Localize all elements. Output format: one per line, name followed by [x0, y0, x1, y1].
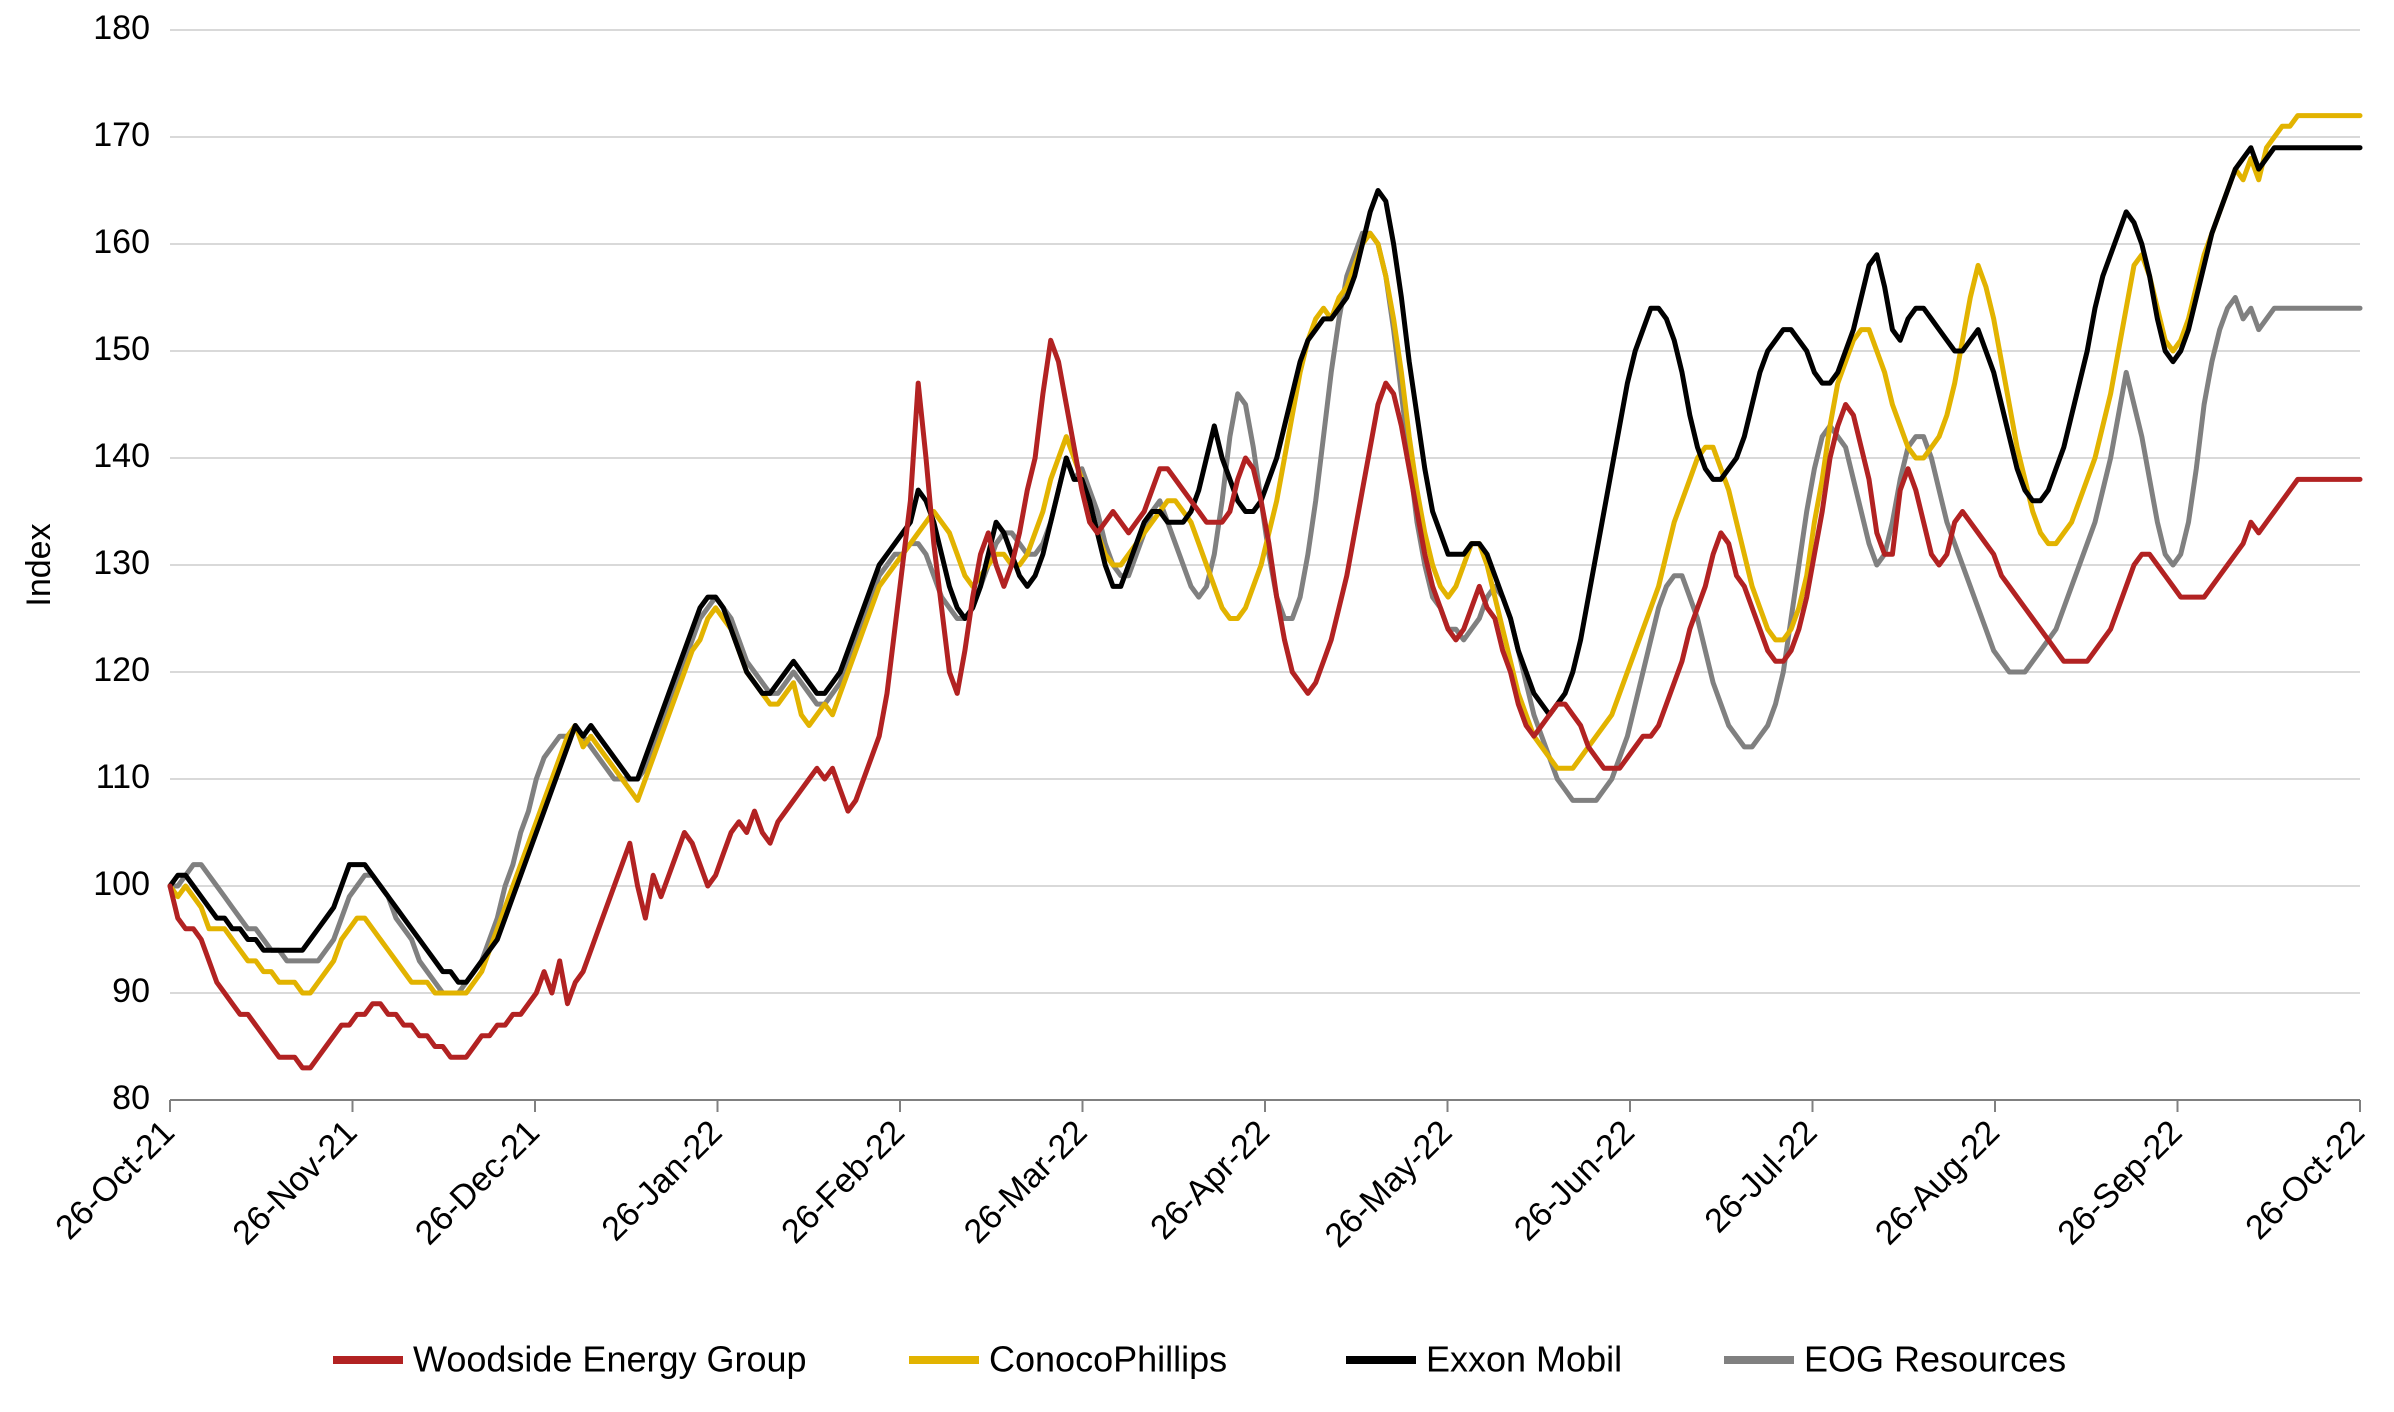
y-tick-label: 170	[93, 116, 150, 154]
legend-label: Woodside Energy Group	[413, 1339, 807, 1380]
legend-item-conoco: ConocoPhillips	[909, 1339, 1227, 1380]
x-tick-label: 26-Jul-22	[1697, 1113, 1824, 1240]
y-tick-label: 160	[93, 223, 150, 261]
x-tick-label: 26-Jan-22	[594, 1113, 729, 1248]
x-tick-label: 26-Nov-21	[225, 1113, 364, 1252]
y-tick-label: 130	[93, 544, 150, 582]
chart-svg: 80 90 100 110 120 130 140 150 160 170 180 26-Oct-2…	[0, 0, 2394, 1412]
axes-layer	[170, 1100, 2360, 1112]
y-axis-title: Index	[20, 523, 58, 606]
legend-item-eog: EOG Resources	[1724, 1339, 2066, 1380]
legend: Woodside Energy Group ConocoPhillips Exxon…	[333, 1339, 2066, 1380]
x-tick-label: 26-Mar-22	[957, 1113, 1095, 1251]
y-tick-label: 90	[112, 972, 150, 1010]
y-tick-label: 180	[93, 9, 150, 47]
legend-label: ConocoPhillips	[989, 1339, 1227, 1380]
x-tick-label: 26-Dec-21	[408, 1113, 547, 1252]
y-tick-labels: 80 90 100 110 120 130 140 150 160 170 180	[93, 9, 150, 1117]
x-tick-label: 26-Aug-22	[1868, 1113, 2007, 1252]
y-tick-label: 80	[112, 1079, 150, 1117]
x-tick-label: 26-Sep-22	[2050, 1113, 2189, 1252]
y-tick-label: 100	[93, 865, 150, 903]
x-tick-label: 26-Oct-21	[48, 1113, 182, 1247]
index-line-chart: 80 90 100 110 120 130 140 150 160 170 180 26-Oct-2…	[0, 0, 2394, 1412]
y-tick-label: 110	[96, 758, 150, 796]
x-tick-labels: 26-Oct-21 26-Nov-21 26-Dec-21 26-Jan-22 26-F…	[48, 1113, 2372, 1255]
x-tick-label: 26-Apr-22	[1143, 1113, 1277, 1247]
y-tick-label: 140	[93, 437, 150, 475]
legend-item-woodside: Woodside Energy Group	[333, 1339, 807, 1380]
x-tick-label: 26-Jun-22	[1507, 1113, 1642, 1248]
y-tick-label: 150	[93, 330, 150, 368]
x-tick-label: 26-Feb-22	[774, 1113, 912, 1251]
legend-label: EOG Resources	[1804, 1339, 2066, 1380]
series-woodside	[170, 340, 2360, 1068]
series-layer	[170, 116, 2360, 1068]
legend-item-exxon: Exxon Mobil	[1346, 1339, 1622, 1380]
legend-label: Exxon Mobil	[1426, 1339, 1622, 1380]
x-tick-label: 26-Oct-22	[2238, 1113, 2372, 1247]
series-conoco	[170, 116, 2360, 993]
x-tick-label: 26-May-22	[1318, 1113, 1460, 1255]
y-tick-label: 120	[93, 651, 150, 689]
